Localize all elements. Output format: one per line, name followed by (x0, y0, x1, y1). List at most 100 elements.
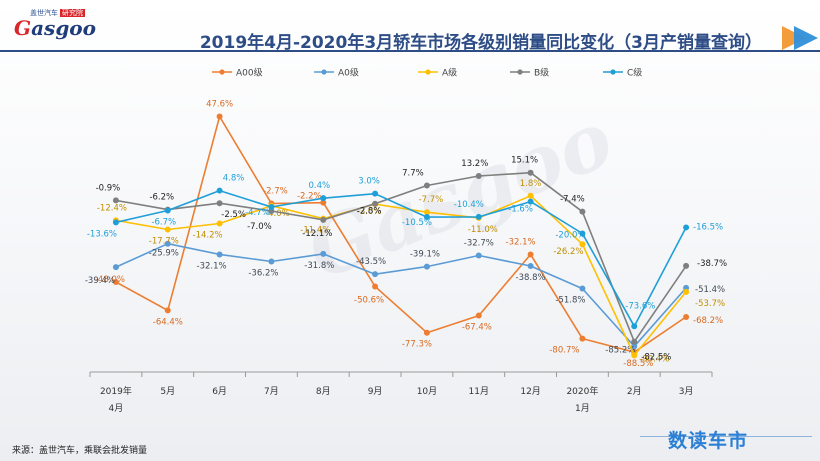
data-label-a00: -64.4% (153, 317, 183, 327)
data-point-c (268, 204, 275, 211)
data-label-c: 0.4% (308, 181, 330, 191)
data-point-b (372, 200, 379, 207)
x-tick-label: 2020年 (566, 385, 598, 397)
data-label-c: -10.4% (454, 200, 484, 210)
data-label-a0: -38.8% (516, 273, 546, 283)
data-point-b (631, 338, 638, 345)
data-label-b: 13.2% (461, 159, 488, 169)
data-label-a: -11.4% (300, 226, 330, 236)
data-label-a: 1.8% (520, 179, 542, 189)
data-label-a: -90.4% (639, 354, 669, 364)
data-point-a (216, 220, 223, 227)
gasgoo-logo: 盖世汽车 研究院 Gasgoo (14, 6, 144, 46)
data-point-a0 (112, 264, 119, 271)
data-point-a (164, 226, 171, 233)
data-label-b: -38.7% (697, 259, 727, 269)
data-label-c: 3.0% (358, 177, 380, 187)
data-label-b: -6.2% (149, 193, 174, 203)
data-point-c (216, 187, 223, 194)
data-point-a (631, 352, 638, 359)
data-label-c: 4.8% (223, 174, 245, 184)
data-label-c: -4.7% (245, 208, 270, 218)
data-label-c: -20.0% (555, 231, 585, 241)
data-label-b: 7.7% (402, 169, 424, 179)
series-line-a (115, 195, 687, 357)
data-point-c (579, 230, 586, 237)
legend-item-b: B级 (510, 67, 549, 79)
data-label-b: -7.4% (560, 195, 585, 205)
data-label-c: -13.6% (87, 229, 117, 239)
data-label-a00: -50.6% (354, 296, 384, 306)
data-label-a: -14.2% (193, 231, 223, 241)
data-point-b (579, 208, 586, 215)
data-point-a0 (268, 258, 275, 265)
series-line-b (115, 171, 687, 343)
data-point-a00 (164, 307, 171, 314)
data-point-a0 (372, 271, 379, 278)
data-label-a0: -85.2% (605, 345, 635, 355)
data-label-b: -0.9% (96, 183, 121, 193)
x-tick-label: 1月 (575, 403, 590, 414)
data-label-b: -82.5% (641, 353, 671, 363)
data-label-b: -2.5% (221, 210, 246, 220)
data-point-c (683, 224, 690, 231)
page-title: 2019年4月-2020年3月轿车市场各级别销量同比变化（3月产销量查询） (199, 33, 762, 53)
data-label-a: -12.4% (97, 203, 127, 213)
legend-marker (610, 69, 616, 75)
legend-marker (517, 69, 523, 75)
legend-marker (219, 69, 225, 75)
x-tick-label: 8月 (316, 386, 331, 397)
data-label-a0: -51.8% (555, 296, 585, 306)
data-point-a0 (320, 250, 327, 257)
data-point-b (216, 200, 223, 207)
data-label-c: -16.5% (693, 222, 723, 232)
x-tick-label: 2月 (627, 386, 642, 397)
data-point-c (631, 323, 638, 330)
logo-badge: 研究院 (60, 9, 85, 17)
data-label-a00: -2.7% (263, 187, 288, 197)
logo-letter: G (14, 16, 32, 40)
series-line-a00 (115, 115, 687, 353)
data-point-a0 (579, 285, 586, 292)
data-point-a0 (164, 240, 171, 247)
logo-word-text: asgoo (31, 16, 96, 40)
data-label-c: -10.5% (402, 218, 432, 228)
data-label-a00: -32.1% (506, 237, 536, 247)
data-label-c: -6.7% (151, 218, 176, 228)
data-label-a00: -80.7% (549, 346, 579, 356)
source-note: 来源：盖世汽车，乘联会批发销量 (12, 446, 148, 456)
data-label-a0: -39.4% (85, 276, 115, 286)
brand-name: 数读车市 (667, 430, 748, 452)
data-label-a0: -36.2% (248, 269, 278, 279)
data-label-a0: -32.7% (464, 239, 494, 249)
data-point-a00 (216, 113, 223, 120)
data-point-a00 (475, 312, 482, 319)
data-label-a: -11.0% (468, 225, 498, 235)
data-point-a0 (216, 251, 223, 258)
data-point-c (475, 213, 482, 220)
x-tick-label: 11月 (469, 386, 489, 397)
data-label-b: 15.1% (511, 156, 538, 166)
legend-item-a0: A0级 (314, 67, 359, 79)
x-tick-label: 4月 (109, 403, 124, 414)
data-point-a0 (527, 263, 534, 270)
data-label-b: -12.1% (302, 229, 332, 239)
series-line-a0 (115, 242, 687, 348)
data-label-a00: -48.0% (95, 275, 125, 285)
data-label-a00: 47.6% (206, 100, 233, 110)
x-tick-label: 10月 (417, 386, 437, 397)
data-point-a0 (423, 263, 430, 270)
data-label-a: -4.0% (265, 209, 290, 219)
header: 盖世汽车 研究院 Gasgoo 2019年4月-2020年3月轿车市场各级别销量同… (0, 0, 820, 56)
legend-marker (321, 69, 327, 75)
data-point-a00 (112, 278, 119, 285)
x-tick-label: 12月 (520, 386, 540, 397)
legend-item-a: A级 (418, 67, 457, 79)
data-point-c (112, 219, 119, 226)
data-label-b: -7.0% (247, 222, 272, 232)
series-line-c (115, 189, 687, 328)
data-point-a0 (631, 343, 638, 350)
data-point-a (579, 241, 586, 248)
